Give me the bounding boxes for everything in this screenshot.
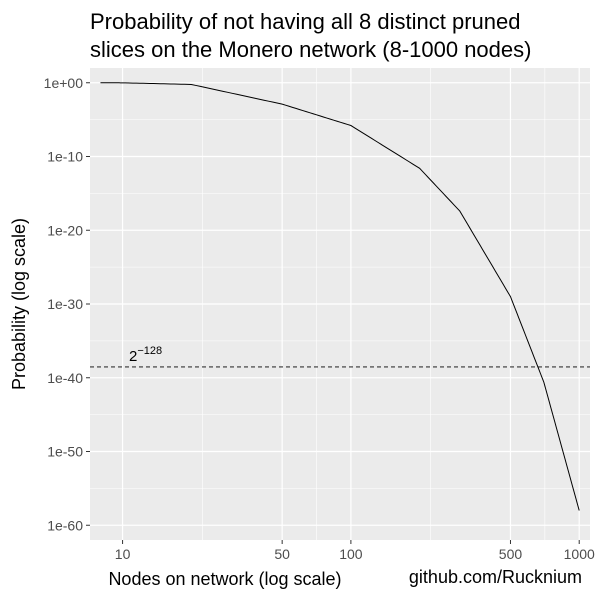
grid-major	[90, 68, 590, 540]
y-tick-label: 1e-50	[47, 444, 83, 460]
source-caption: github.com/Rucknium	[408, 567, 582, 587]
x-tick-label: 50	[274, 546, 290, 562]
y-tick-label: 1e+00	[44, 75, 84, 91]
series-line	[100, 82, 580, 511]
reference-label-base: 2	[129, 348, 137, 365]
reference-line-group: 2−128	[90, 345, 590, 368]
x-tick-label: 500	[499, 546, 523, 562]
y-tick-label: 1e-20	[47, 222, 83, 238]
x-tick-label: 1000	[564, 546, 595, 562]
chart-title-line-2: slices on the Monero network (8-1000 nod…	[90, 37, 532, 62]
y-tick-label: 1e-10	[47, 149, 83, 165]
y-axis-title: Probability (log scale)	[9, 218, 29, 390]
reference-label-exponent: −128	[137, 345, 162, 357]
chart-title-line-1: Probability of not having all 8 distinct…	[90, 9, 521, 34]
x-tick-label: 10	[115, 546, 131, 562]
reference-line-label: 2−128	[129, 345, 162, 365]
x-axis-ticks: 10 50 100 500 1000	[115, 540, 595, 562]
chart-title: Probability of not having all 8 distinct…	[90, 8, 590, 64]
y-tick-label: 1e-60	[47, 517, 83, 533]
x-tick-label: 100	[339, 546, 363, 562]
y-tick-label: 1e-40	[47, 370, 83, 386]
y-tick-label: 1e-30	[47, 296, 83, 312]
x-axis-title: Nodes on network (log scale)	[108, 569, 341, 589]
y-axis-ticks: 1e+00 1e-10 1e-20 1e-30 1e-40 1e-50 1e-60	[44, 75, 90, 533]
